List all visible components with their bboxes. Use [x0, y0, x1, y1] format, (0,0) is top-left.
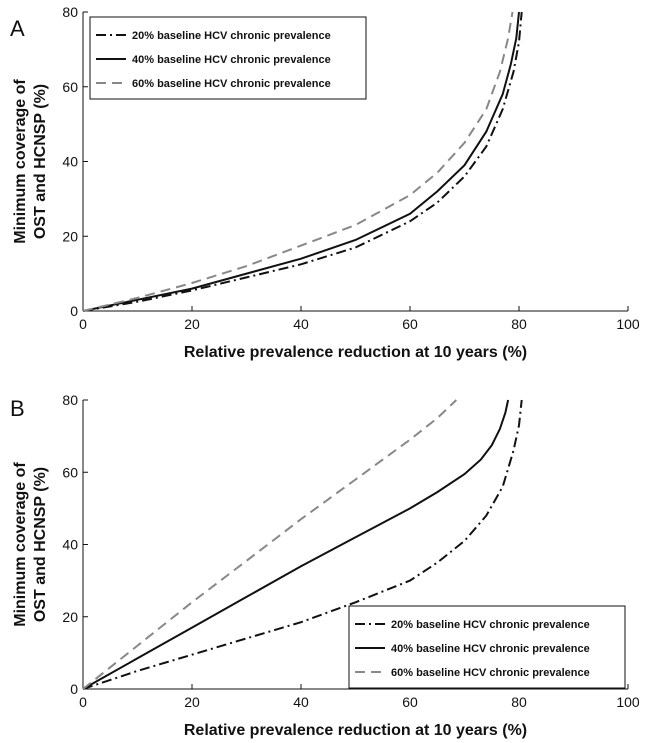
y-tick-label: 40 [62, 537, 78, 553]
y-tick-label: 60 [62, 79, 78, 95]
x-tick-label: 100 [616, 316, 640, 332]
legend: 20% baseline HCV chronic prevalence 40% b… [348, 605, 626, 689]
y-tick-label: 0 [70, 303, 78, 319]
y-tick-label: 40 [62, 154, 78, 170]
x-tick-label: 40 [293, 694, 309, 710]
legend-label-1: 20% baseline HCV chronic prevalence [391, 619, 590, 631]
y-tick-label: 20 [62, 609, 78, 625]
panel-letter: B [10, 396, 25, 421]
legend-label-2: 40% baseline HCV chronic prevalence [391, 643, 590, 655]
x-tick-label: 20 [184, 316, 200, 332]
series-line-1 [82, 399, 523, 690]
x-tick-label: 40 [293, 316, 309, 332]
y-tick-label: 80 [62, 4, 78, 20]
y-axis-title-line: OST and HCNSP (%) [32, 467, 49, 622]
x-tick-label: 60 [402, 694, 418, 710]
legend-label-2: 40% baseline HCV chronic prevalence [132, 54, 331, 66]
y-axis-title-line: OST and HCNSP (%) [32, 84, 49, 239]
legend-box [89, 16, 367, 100]
x-tick-label: 20 [184, 694, 200, 710]
legend-box [348, 605, 626, 689]
x-tick-label: 0 [79, 694, 87, 710]
series-line-1 [82, 11, 523, 312]
legend-label-3: 60% baseline HCV chronic prevalence [391, 667, 590, 679]
series-line-3 [82, 399, 457, 690]
x-tick-label: 0 [79, 316, 87, 332]
series-line-2 [82, 11, 520, 312]
panel-b: B 0 20 40 60 80 100 0 20 40 60 80 Relative prevalenc… [10, 392, 640, 739]
x-tick-label: 80 [511, 694, 527, 710]
x-axis-title: Relative prevalence reduction at 10 year… [184, 344, 527, 361]
series-line-3 [82, 11, 514, 312]
y-axis-title-line: Minimum coverage of [12, 462, 29, 627]
series-line-2 [82, 399, 510, 690]
y-tick-label: 80 [62, 392, 78, 408]
y-tick-label: 20 [62, 228, 78, 244]
legend-label-1: 20% baseline HCV chronic prevalence [132, 30, 331, 42]
legend-label-3: 60% baseline HCV chronic prevalence [132, 78, 331, 90]
panel-a: A 0 20 40 60 80 100 0 20 40 60 80 Relative prevalenc… [10, 4, 640, 361]
legend: 20% baseline HCV chronic prevalence 40% b… [89, 16, 367, 100]
x-tick-label: 80 [511, 316, 527, 332]
panel-letter: A [10, 16, 25, 41]
x-tick-label: 60 [402, 316, 418, 332]
y-tick-label: 0 [70, 681, 78, 697]
x-axis-title: Relative prevalence reduction at 10 year… [184, 722, 527, 739]
y-axis-title-line: Minimum coverage of [12, 79, 29, 244]
y-tick-label: 60 [62, 464, 78, 480]
x-tick-label: 100 [616, 694, 640, 710]
